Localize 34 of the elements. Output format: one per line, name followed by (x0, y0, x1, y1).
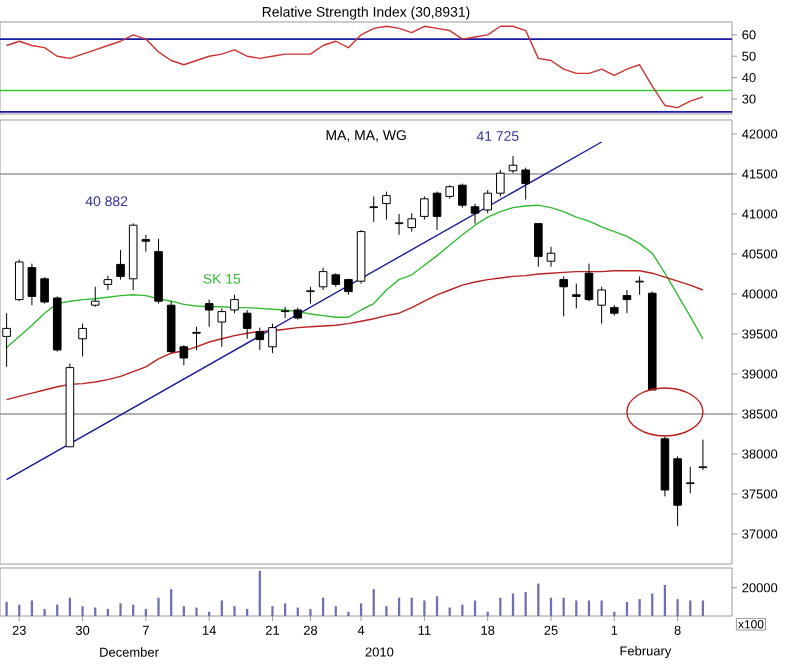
candlestick (496, 169, 505, 197)
candlestick (534, 223, 543, 268)
candlestick (698, 439, 708, 471)
candlestick (382, 191, 391, 221)
candlestick (369, 195, 379, 223)
candlestick (255, 327, 265, 351)
line-series (5, 204, 704, 349)
candlestick (584, 263, 594, 302)
candlestick (90, 286, 100, 308)
candlestick (420, 195, 429, 221)
candlestick (103, 275, 113, 291)
candlestick (546, 246, 556, 268)
candlestick (635, 275, 644, 296)
candlestick (458, 183, 467, 209)
candlestick (673, 455, 682, 527)
candlestick (572, 283, 581, 309)
candlestick (230, 294, 239, 314)
candlestick (217, 307, 227, 348)
candlestick (40, 276, 49, 305)
candlestick (242, 309, 252, 340)
candlestick (622, 289, 632, 314)
candlestick (470, 203, 480, 225)
candlestick (192, 326, 201, 351)
candlestick (521, 167, 530, 201)
candlestick (2, 312, 11, 368)
candlestick (685, 466, 695, 494)
candlestick (268, 323, 277, 354)
candlestick (78, 323, 87, 357)
candlestick (116, 249, 125, 281)
candlestick (483, 189, 492, 214)
candlestick (432, 191, 442, 231)
candlestick (559, 275, 568, 317)
candlestick (204, 299, 214, 328)
candlestick (597, 286, 606, 325)
